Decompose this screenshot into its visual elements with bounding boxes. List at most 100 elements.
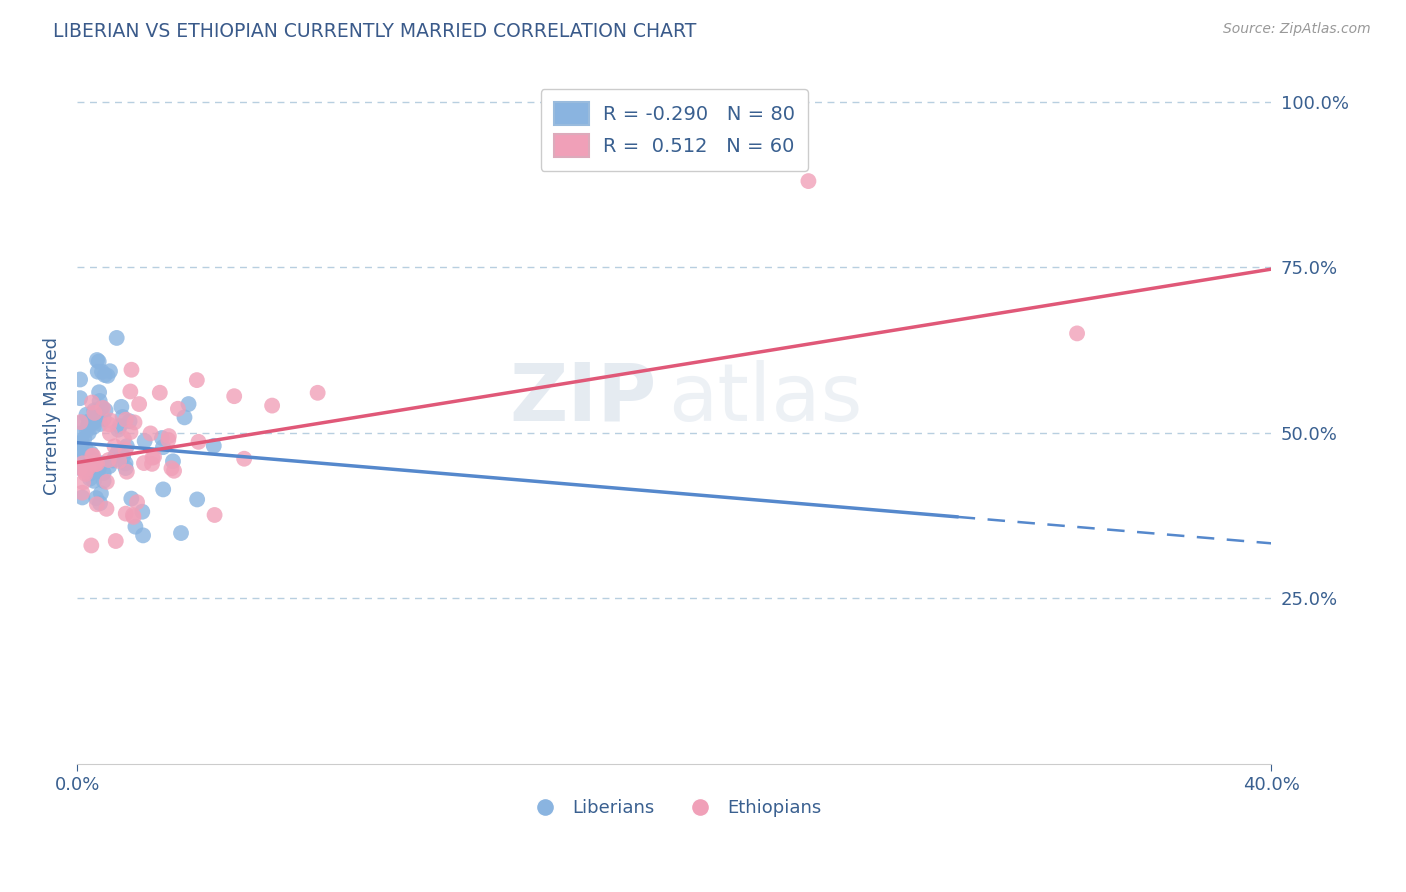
Point [76,424,98,438]
Point [94,368,117,382]
Point [101,453,124,467]
Point [94,403,117,417]
Point [80,395,103,409]
Point [107,423,129,437]
Point [114,442,136,457]
Point [89,411,111,425]
Point [82,455,104,469]
Point [97,453,120,467]
Point [114,461,136,475]
Point [152,483,174,497]
Point [98,364,121,378]
Point [122,508,145,523]
Point [98,426,121,441]
Point [114,507,136,521]
Point [112,432,135,446]
Point [121,363,143,377]
Point [77,461,100,475]
Point [75,442,97,457]
Point [89,496,111,510]
Point [75,449,97,463]
Point [132,528,155,542]
Point [96,501,118,516]
Legend: Liberians, Ethiopians: Liberians, Ethiopians [520,792,828,824]
Point [91,401,114,415]
Point [75,467,97,481]
Point [91,365,114,379]
Point [80,539,103,553]
Point [152,440,174,454]
Point [72,485,94,500]
Point [108,454,131,468]
Point [120,425,142,440]
Point [69,415,91,429]
Point [120,384,142,399]
Point [90,456,112,470]
Point [90,401,112,415]
Point [262,399,284,413]
Point [120,491,142,506]
Y-axis label: Currently Married: Currently Married [44,337,60,495]
Point [104,449,127,463]
Point [75,408,97,422]
Point [83,474,105,488]
Point [77,425,100,440]
Point [84,491,107,505]
Point [108,419,131,434]
Point [143,450,166,464]
Point [797,174,820,188]
Point [75,465,97,479]
Point [134,434,156,448]
Text: atlas: atlas [668,359,862,438]
Point [105,331,128,345]
Text: LIBERIAN VS ETHIOPIAN CURRENTLY MARRIED CORRELATION CHART: LIBERIAN VS ETHIOPIAN CURRENTLY MARRIED … [53,22,697,41]
Point [114,456,136,470]
Point [77,414,100,428]
Point [93,466,115,480]
Point [170,526,193,541]
Point [79,450,101,465]
Point [82,458,104,472]
Point [70,416,93,430]
Point [84,457,107,471]
Point [84,404,107,418]
Point [87,461,110,475]
Point [107,444,129,458]
Point [79,459,101,474]
Point [141,457,163,471]
Point [149,385,172,400]
Point [69,372,91,386]
Point [157,433,180,447]
Point [1066,326,1088,341]
Point [167,401,190,416]
Point [82,449,104,463]
Point [187,434,209,449]
Point [150,431,173,445]
Point [124,519,146,533]
Point [202,439,225,453]
Point [83,403,105,417]
Point [160,461,183,475]
Point [86,353,108,368]
Point [115,439,138,453]
Point [82,449,104,463]
Point [72,456,94,470]
Point [100,413,122,427]
Point [82,416,104,430]
Point [98,459,121,474]
Point [110,400,132,414]
Point [162,454,184,468]
Point [125,495,148,509]
Point [79,472,101,486]
Point [112,450,135,464]
Point [93,474,115,488]
Point [73,432,96,446]
Point [204,508,226,522]
Point [224,389,246,403]
Point [124,416,146,430]
Point [69,460,91,475]
Point [96,368,118,383]
Point [157,429,180,443]
Point [141,450,163,465]
Point [69,391,91,405]
